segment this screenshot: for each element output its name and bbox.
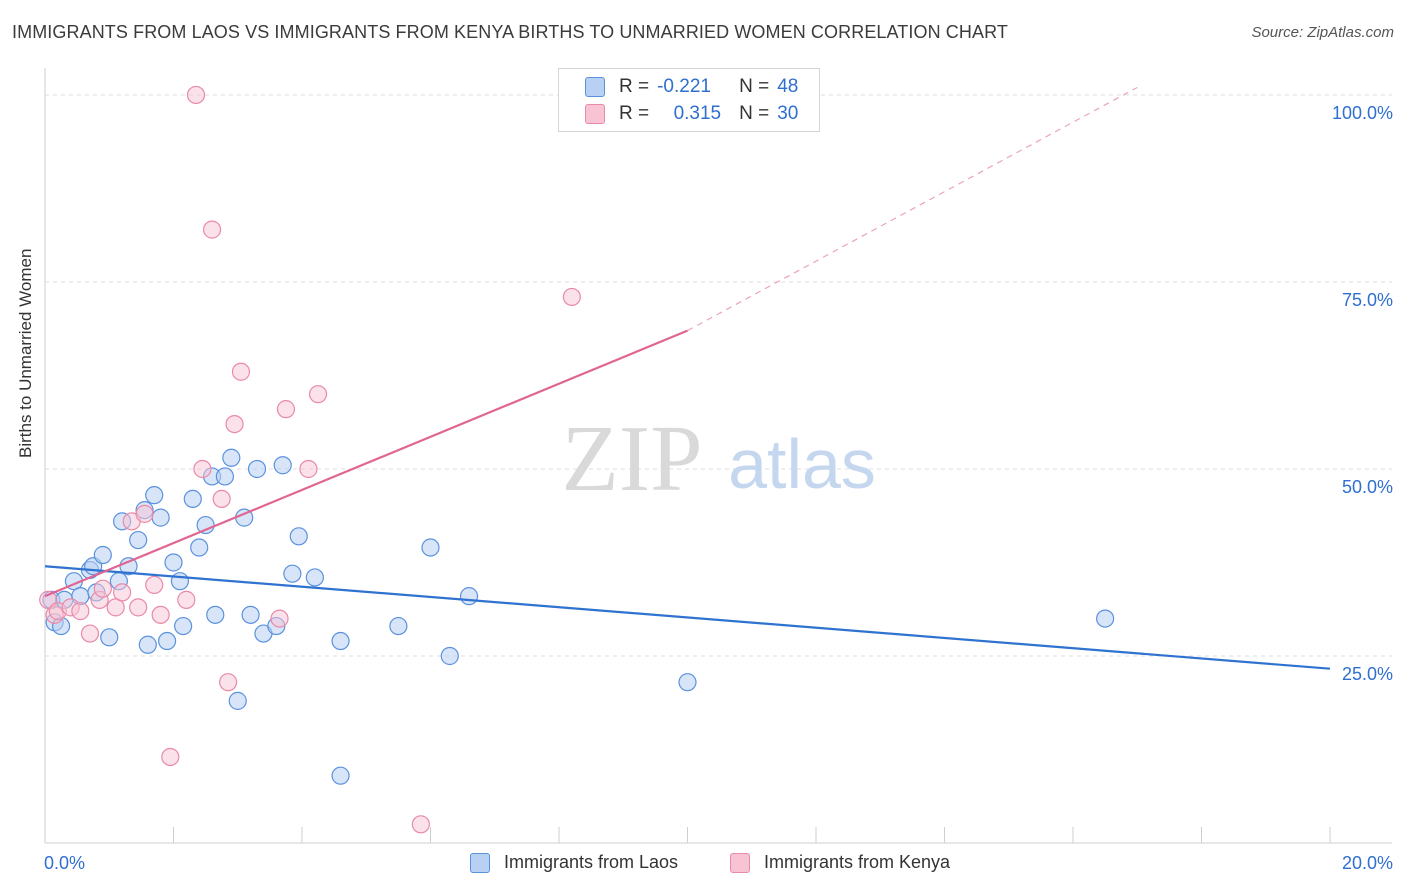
x-tick-label-0: 0.0% — [44, 853, 85, 873]
laos-point — [174, 616, 193, 636]
laos-point — [273, 456, 292, 475]
y-tick-label-0: 25.0% — [1342, 664, 1393, 684]
laos-point — [145, 486, 164, 505]
kenya-n-label: N = — [739, 103, 770, 124]
kenya-point — [80, 624, 100, 643]
laos-point — [164, 553, 183, 572]
kenya-point — [93, 579, 112, 598]
correlation-legend: R = -0.221 N = 48 R = 0.315 N = 30 — [558, 68, 820, 132]
kenya-point — [177, 590, 196, 609]
laos-point — [283, 564, 302, 583]
laos-point — [305, 568, 324, 587]
laos-swatch — [585, 77, 605, 97]
series-legend: Immigrants from Laos Immigrants from Ken… — [0, 852, 1406, 878]
kenya-point — [135, 504, 154, 523]
kenya-point — [161, 747, 180, 767]
laos-point — [157, 631, 177, 651]
trendlines — [44, 86, 1331, 670]
laos-r-value: -0.221 — [657, 76, 711, 97]
kenya-point — [193, 459, 212, 479]
kenya-point — [225, 414, 244, 434]
kenya-point — [145, 575, 164, 595]
legend-item-kenya[interactable]: Immigrants from Kenya — [730, 852, 950, 873]
laos-r-label: R = — [619, 76, 650, 97]
laos-legend-swatch — [470, 852, 490, 873]
laos-point — [331, 631, 350, 651]
y-tick-label-3: 100.0% — [1332, 103, 1393, 123]
kenya-r-label: R = — [619, 103, 650, 124]
laos-point — [93, 545, 112, 565]
laos-point — [678, 673, 697, 692]
y-tick-label-2: 75.0% — [1342, 290, 1393, 310]
laos-n-label: N = — [739, 76, 770, 97]
laos-point — [151, 508, 170, 527]
kenya-point — [308, 385, 328, 404]
laos-point — [459, 587, 479, 606]
laos-point — [389, 616, 408, 636]
laos-point — [215, 467, 234, 486]
y-tick-label-1: 50.0% — [1342, 477, 1393, 497]
laos-point — [331, 766, 350, 785]
kenya-trendline-extension — [687, 86, 1138, 332]
kenya-point — [219, 673, 238, 692]
watermark: ZIP atlas — [562, 407, 876, 511]
laos-n-value: 48 — [777, 76, 799, 97]
kenya-point — [231, 362, 251, 381]
tick-labels: 25.0% 50.0% 75.0% 100.0% 0.0% 20.0% — [44, 103, 1393, 873]
x-tick-label-1: 20.0% — [1342, 853, 1393, 873]
laos-point — [247, 459, 267, 479]
laos-point — [206, 605, 225, 624]
kenya-point — [71, 602, 90, 621]
source-label: Source: ZipAtlas.com — [1251, 24, 1394, 41]
laos-point — [440, 646, 459, 666]
kenya-trendline — [44, 329, 688, 598]
kenya-point — [562, 287, 581, 307]
legend-row-laos: R = -0.221 N = 48 — [585, 75, 798, 99]
kenya-point — [299, 459, 318, 479]
kenya-legend-swatch — [730, 852, 750, 873]
watermark-zip: ZIP — [562, 407, 703, 511]
kenya-r-value: 0.315 — [673, 103, 722, 124]
laos-point — [228, 691, 247, 710]
laos-point — [190, 538, 209, 557]
laos-point — [289, 527, 308, 546]
laos-point — [170, 572, 190, 591]
kenya-point — [129, 598, 148, 617]
laos-legend-label: Immigrants from Laos — [504, 852, 679, 872]
laos-trendline — [44, 565, 1331, 670]
kenya-point — [151, 605, 170, 624]
kenya-n-value: 30 — [777, 103, 799, 124]
kenya-point — [270, 609, 289, 628]
laos-point — [138, 635, 157, 654]
kenya-point — [276, 400, 296, 419]
kenya-point — [212, 489, 231, 509]
legend-item-laos[interactable]: Immigrants from Laos — [470, 852, 678, 873]
laos-point — [1096, 609, 1115, 628]
laos-point — [222, 448, 241, 467]
kenya-swatch — [585, 104, 605, 124]
kenya-point — [186, 85, 206, 105]
laos-point — [183, 489, 202, 509]
chart-title: IMMIGRANTS FROM LAOS VS IMMIGRANTS FROM … — [12, 22, 1008, 42]
laos-point — [241, 605, 260, 624]
data-points — [39, 85, 1115, 834]
kenya-point — [106, 598, 125, 617]
laos-point — [100, 628, 119, 647]
laos-point — [129, 530, 148, 550]
watermark-atlas: atlas — [728, 425, 876, 503]
kenya-point — [202, 220, 222, 239]
axes — [44, 68, 1392, 844]
kenya-legend-label: Immigrants from Kenya — [764, 852, 951, 872]
kenya-point — [112, 583, 132, 602]
legend-row-kenya: R = 0.315 N = 30 — [585, 102, 798, 126]
laos-point — [421, 538, 440, 557]
kenya-point — [411, 815, 430, 834]
